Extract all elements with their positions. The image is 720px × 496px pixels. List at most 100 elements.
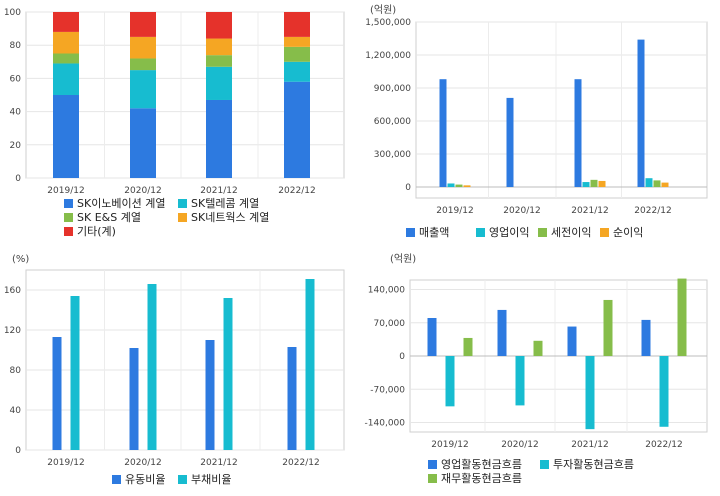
legend-label: 투자활동현금흐름 — [553, 457, 634, 471]
bar — [284, 61, 310, 82]
bar — [653, 180, 661, 187]
bar — [130, 12, 156, 37]
bar — [455, 184, 463, 187]
bar — [427, 318, 437, 356]
bar — [506, 97, 514, 187]
x-tick-label: 2021/12 — [571, 440, 608, 450]
x-tick-label: 2022/12 — [278, 186, 315, 196]
legend-label: SK E&S 계열 — [77, 211, 141, 224]
legend-label: 순이익 — [613, 226, 643, 239]
legend-label: SK이노베이션 계열 — [77, 197, 166, 210]
x-tick-label: 2019/12 — [47, 186, 84, 196]
legend-swatch — [178, 199, 187, 208]
bar — [677, 278, 687, 356]
bar — [70, 296, 80, 450]
x-tick-label: 2020/12 — [124, 186, 161, 196]
bar — [585, 356, 595, 430]
y-tick-label: 80 — [10, 366, 22, 376]
legend-swatch — [600, 228, 609, 237]
bar — [147, 284, 157, 450]
x-tick-label: 2020/12 — [501, 440, 538, 450]
bar — [206, 12, 232, 39]
bar — [603, 299, 613, 356]
legend-swatch — [178, 475, 187, 484]
legend-label: 재무활동현금흐름 — [441, 471, 522, 485]
y-tick-label: -70,000 — [370, 385, 405, 395]
bar — [287, 347, 297, 450]
bar — [445, 356, 455, 407]
bar — [567, 326, 577, 356]
bar — [53, 63, 79, 95]
legend-label: 부채비율 — [191, 473, 231, 486]
bar — [53, 95, 79, 178]
x-tick-label: 2022/12 — [634, 206, 671, 216]
legend: 매출액 영업이익 세전이익 순이익 — [406, 226, 643, 239]
legend-swatch — [428, 474, 437, 483]
bar — [305, 279, 315, 450]
chart-1: 0 20 40 60 80 100 2019/12 2020/12 2021/12 2022/12… — [4, 8, 345, 238]
legend: 유동비율 부채비율 — [112, 473, 231, 486]
bar — [659, 356, 669, 427]
y-tick-label: 20 — [10, 141, 22, 151]
bar — [637, 39, 645, 187]
bar — [590, 179, 598, 187]
y-tick-label: 300,000 — [374, 150, 411, 160]
bar — [641, 319, 651, 356]
y-tick-label: 900,000 — [374, 84, 411, 94]
bar — [130, 70, 156, 109]
legend-label: 매출액 — [419, 226, 449, 239]
x-tick-label: 2020/12 — [124, 458, 161, 468]
chart-2: 0 300,000 600,000 900,000 1,200,000 1,500,000… — [365, 4, 708, 239]
unit-label: (억원) — [390, 253, 416, 265]
legend-swatch — [406, 228, 415, 237]
y-tick-label: 100 — [4, 8, 21, 18]
legend: SK이노베이션 계열 SK텔레콤 계열 SK E&S 계열 SK네트웍스 계열기타(계… — [64, 197, 269, 238]
bar — [463, 337, 473, 356]
y-tick-label: 0 — [15, 446, 21, 456]
bar — [598, 180, 606, 187]
bar — [447, 183, 455, 187]
y-tick-label: 600,000 — [374, 117, 411, 127]
bar — [130, 58, 156, 71]
legend-swatch — [112, 475, 121, 484]
x-tick-label: 2020/12 — [503, 206, 540, 216]
y-tick-label: 140,000 — [368, 286, 405, 296]
bar — [130, 108, 156, 178]
legend-label: 기타(계) — [77, 225, 116, 238]
y-tick-label: 70,000 — [374, 319, 406, 329]
bar — [284, 81, 310, 178]
bar — [206, 55, 232, 67]
y-tick-label: 60 — [10, 74, 22, 84]
legend-label: 영업활동현금흐름 — [441, 457, 522, 471]
bar — [53, 12, 79, 32]
x-tick-label: 2019/12 — [436, 206, 473, 216]
bar — [284, 12, 310, 37]
legend-label: SK네트웍스 계열 — [191, 211, 269, 224]
unit-label: (%) — [12, 254, 29, 265]
bar — [53, 31, 79, 54]
bar — [205, 340, 215, 450]
unit-label: (억원) — [370, 4, 396, 16]
bar — [53, 53, 79, 64]
y-tick-label: 120 — [4, 326, 21, 336]
plot-frame — [415, 21, 708, 199]
bar — [463, 185, 471, 187]
chart-4: -140,000 -70,000 0 70,000 140,000 2019/12 2020… — [365, 253, 708, 485]
y-tick-label: 80 — [10, 41, 22, 51]
bar — [284, 36, 310, 47]
legend-swatch — [64, 199, 73, 208]
x-tick-label: 2021/12 — [200, 458, 237, 468]
legend-swatch — [540, 460, 549, 469]
x-tick-label: 2022/12 — [282, 458, 319, 468]
bar — [129, 348, 139, 450]
bar — [439, 79, 447, 187]
bar — [515, 356, 525, 406]
x-tick-label: 2021/12 — [200, 186, 237, 196]
bar — [533, 340, 543, 356]
y-tick-label: 1,200,000 — [365, 51, 411, 61]
legend-label: 영업이익 — [489, 226, 529, 239]
chart-3: 0 40 80 120 160 2019/12 2020/12 2021/12 2022/12 (… — [4, 254, 345, 486]
y-tick-label: 0 — [15, 174, 21, 184]
